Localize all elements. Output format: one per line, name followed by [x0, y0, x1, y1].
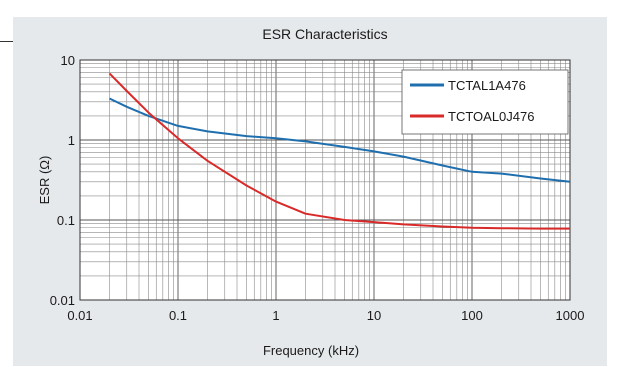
legend-box	[401, 69, 569, 135]
series-line-2	[108, 72, 570, 230]
x-tick-label: 1	[272, 308, 279, 323]
x-tick-label: 0.1	[169, 308, 187, 323]
x-tick-label: 1000	[556, 308, 585, 323]
y-tick-label: 1	[68, 133, 75, 148]
y-tick-label: 0.01	[50, 293, 75, 308]
y-tick-label: 10	[61, 53, 75, 68]
plot-frame	[79, 59, 571, 301]
y-tick-label: 0.1	[57, 213, 75, 228]
legend-label: TCTAL1A476	[448, 78, 526, 93]
y-axis-label: ESR (Ω)	[37, 156, 52, 205]
divider-line	[0, 41, 13, 42]
series-line-1	[109, 97, 571, 183]
chart-title: ESR Characteristics	[262, 26, 387, 42]
plot-area: 0.01 0.1 1 10 100 1000 0.01 0.1 1 10 TCTAL1A476 TCT…	[50, 53, 585, 323]
x-tick-label: 10	[367, 308, 381, 323]
x-tick-label: 100	[461, 308, 483, 323]
legend-label: TCTOAL0J476	[448, 109, 534, 124]
x-axis-label: Frequency (kHz)	[263, 343, 359, 358]
x-tick-label: 0.01	[67, 308, 92, 323]
